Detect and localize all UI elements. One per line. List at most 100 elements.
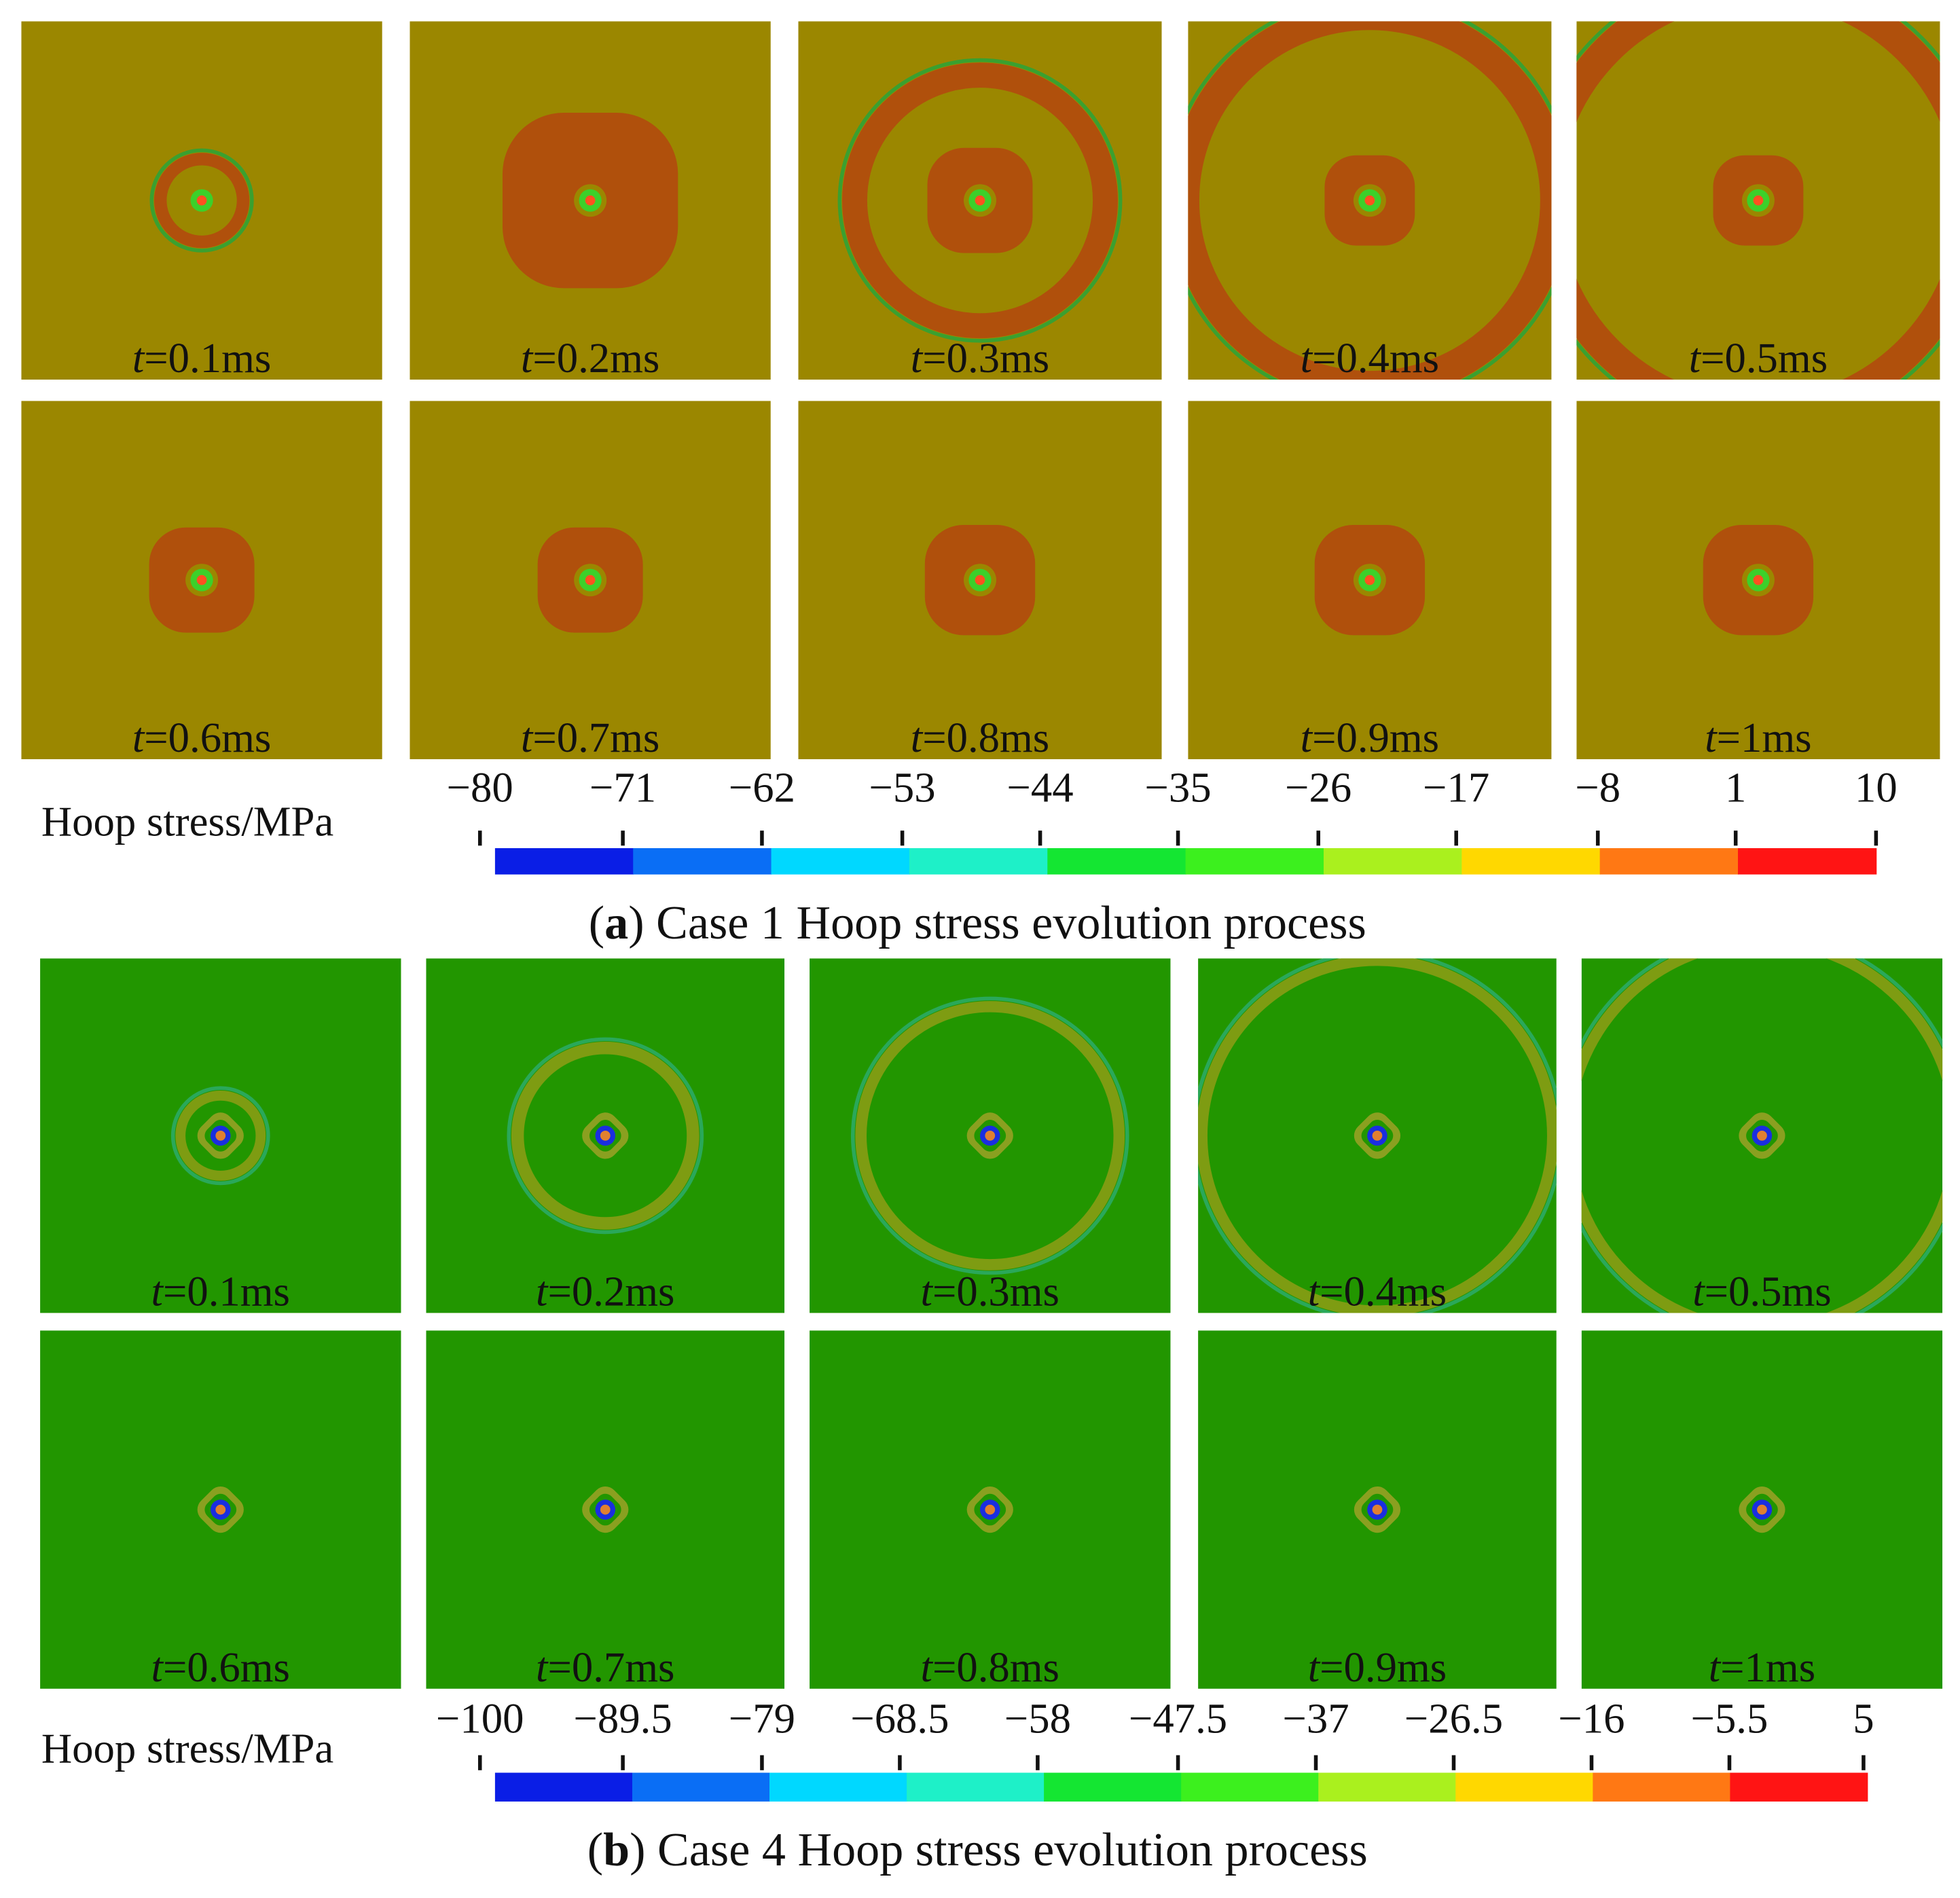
wave-ring [511, 1042, 700, 1230]
panel [810, 958, 1171, 1313]
core-ring [1372, 1504, 1383, 1515]
tick-label: −68.5 [850, 1694, 949, 1742]
core-ring [215, 1504, 226, 1515]
colorbar-segment [771, 847, 910, 875]
core-ring [985, 1504, 996, 1515]
time-variable: t [911, 334, 924, 382]
panel [40, 1330, 401, 1689]
time-variable: t [1709, 1643, 1722, 1691]
core-ring [1364, 574, 1375, 585]
core-ring [196, 195, 207, 206]
colorbar-segment [494, 1772, 633, 1802]
time-value: =0.2ms [547, 1267, 674, 1315]
time-value: =0.9ms [1320, 1643, 1447, 1691]
time-variable: t [1705, 714, 1718, 761]
colorbar-segment [1738, 847, 1877, 875]
tick-label: −71 [589, 764, 656, 811]
part: t=0.1ms t=0.2ms t=0.3ms t=0.4ms t=0.5mst=0.6… [21, 21, 1940, 949]
panel-label: t=0.8ms [921, 1643, 1059, 1691]
tick-label: 5 [1853, 1694, 1874, 1742]
wave-ring [1198, 958, 1557, 1313]
ring-edge [507, 1037, 704, 1235]
colorbar-segment [1455, 1772, 1594, 1802]
wave-ring [855, 1001, 1125, 1271]
caption-letter: b [603, 1824, 630, 1876]
caption-prefix: ( [587, 1824, 603, 1876]
time-variable: t [1692, 1267, 1705, 1315]
time-value: =0.8ms [932, 1643, 1059, 1691]
time-variable: t [132, 334, 145, 382]
colorbar-segment [1462, 847, 1601, 875]
panel [1198, 958, 1557, 1313]
panel [798, 401, 1162, 759]
panel [410, 401, 771, 759]
panel-label: t=0.8ms [911, 714, 1049, 761]
colorbar-segment [1185, 847, 1324, 875]
colorbar-segment [1593, 1772, 1731, 1802]
panel-label: t=0.1ms [132, 334, 271, 382]
tick-label: −79 [729, 1694, 795, 1742]
ring-edge [850, 996, 1129, 1275]
tick-label: −37 [1282, 1694, 1349, 1742]
caption: (b) Case 4 Hoop stress evolution process [587, 1824, 1368, 1876]
tick-label: −16 [1558, 1694, 1625, 1742]
panel [426, 1330, 785, 1689]
core-ring [585, 195, 596, 206]
time-value: =0.9ms [1312, 714, 1439, 761]
time-variable: t [536, 1643, 549, 1691]
tick-label: −100 [436, 1694, 524, 1742]
time-value: =1ms [1717, 714, 1812, 761]
tick-label: −17 [1423, 764, 1489, 811]
panel [21, 401, 382, 759]
time-variable: t [151, 1643, 164, 1691]
core-ring [1753, 195, 1764, 206]
wave-ring [153, 153, 250, 249]
panel [21, 21, 382, 380]
panel [1188, 401, 1552, 759]
tick-label: −80 [447, 764, 513, 811]
colorbar-label: Hoop stress/MPa [41, 798, 333, 845]
time-value: =0.5ms [1705, 1267, 1832, 1315]
time-value: =1ms [1720, 1643, 1815, 1691]
time-variable: t [521, 334, 534, 382]
panel [1581, 1330, 1943, 1689]
panel [410, 21, 771, 380]
panel-label: t=0.6ms [132, 714, 271, 761]
wave-ring [842, 62, 1118, 339]
panel-label: t=0.4ms [1301, 334, 1439, 382]
panel [1581, 958, 1943, 1313]
core-ring [215, 1131, 226, 1141]
colorbar-segment [633, 847, 772, 875]
panel-label: t=0.3ms [911, 334, 1049, 382]
time-variable: t [1689, 334, 1702, 382]
time-value: =0.4ms [1312, 334, 1439, 382]
panel-label: t=0.2ms [521, 334, 659, 382]
colorbar-segment [632, 1772, 770, 1802]
tick-label: 10 [1855, 764, 1898, 811]
time-value: =0.2ms [532, 334, 659, 382]
colorbar-segment [769, 1772, 907, 1802]
tick-label: −62 [729, 764, 795, 811]
tick-label: −58 [1004, 1694, 1071, 1742]
panel-label: t=0.7ms [536, 1643, 674, 1691]
caption-text: ) Case 4 Hoop stress evolution process [630, 1824, 1368, 1876]
panel [1576, 21, 1940, 380]
colorbar-label: Hoop stress/MPa [41, 1725, 333, 1772]
panel-label: t=1ms [1705, 714, 1811, 761]
panel [1576, 401, 1940, 759]
time-variable: t [151, 1267, 164, 1315]
time-value: =0.3ms [932, 1267, 1059, 1315]
core-ring [975, 195, 985, 206]
time-variable: t [921, 1643, 934, 1691]
time-variable: t [132, 714, 145, 761]
panel [40, 958, 401, 1313]
ring-edge [149, 148, 254, 253]
tick-label: −89.5 [574, 1694, 672, 1742]
time-value: =0.8ms [922, 714, 1049, 761]
part: t=0.1ms t=0.2ms t=0.3ms t=0.4ms t=0.5mst=0.6… [40, 958, 1943, 1876]
tick-label: −53 [869, 764, 936, 811]
colorbar-segment [1599, 847, 1739, 875]
time-value: =0.1ms [163, 1267, 290, 1315]
panel-label: t=0.4ms [1308, 1267, 1447, 1315]
